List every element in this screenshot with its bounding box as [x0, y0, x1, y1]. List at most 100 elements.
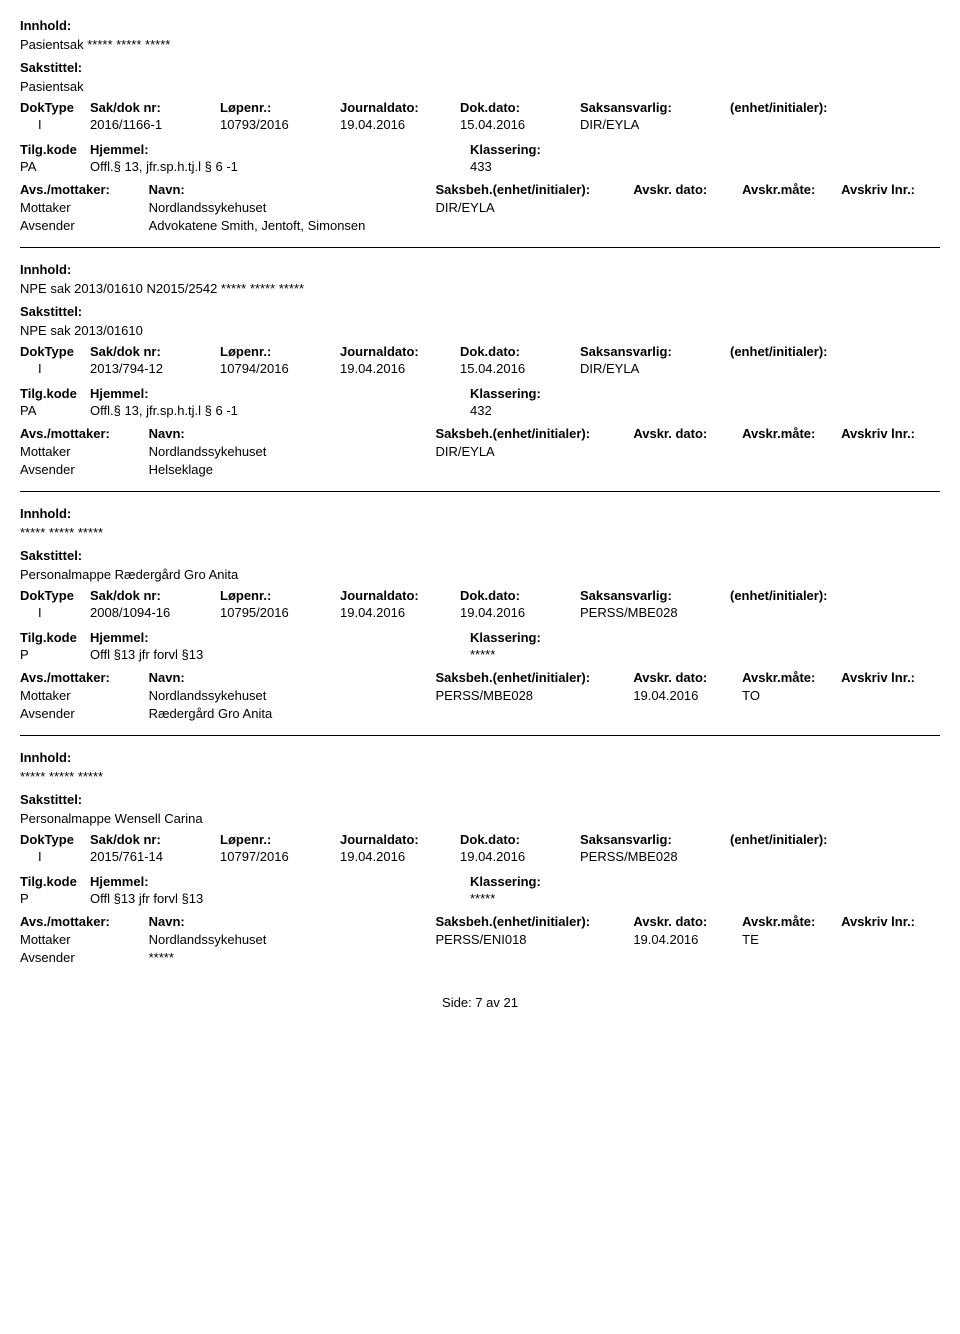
party-avskriv-lnr: [841, 950, 940, 965]
hdr-saksansvarlig: Saksansvarlig:: [580, 588, 730, 603]
hdr-saksbeh: Saksbeh.(enhet/initialer):: [435, 670, 633, 685]
tilg-values: PA Offl.§ 13, jfr.sp.h.tj.l § 6 -1 432: [20, 403, 940, 418]
val-hjemmel: Offl.§ 13, jfr.sp.h.tj.l § 6 -1: [90, 159, 470, 174]
val-doktype: I: [20, 849, 90, 864]
hdr-avskrdato: Avskr. dato:: [633, 426, 742, 441]
party-navn: Rædergård Gro Anita: [149, 706, 436, 721]
records-container: Innhold: Pasientsak ***** ***** ***** Sa…: [20, 18, 940, 965]
hdr-avskrmate: Avskr.måte:: [742, 426, 841, 441]
main-values: I 2013/794-12 10794/2016 19.04.2016 15.0…: [20, 361, 940, 376]
sakstittel-label: Sakstittel:: [20, 304, 940, 319]
hdr-tilgkode: Tilg.kode: [20, 874, 90, 889]
val-saksansvarlig: PERSS/MBE028: [580, 849, 730, 864]
tilg-headers: Tilg.kode Hjemmel: Klassering:: [20, 630, 940, 645]
hdr-avskrmate: Avskr.måte:: [742, 182, 841, 197]
val-sakdok: 2016/1166-1: [90, 117, 220, 132]
hdr-journaldato: Journaldato:: [340, 344, 460, 359]
party-saksbeh: [435, 950, 633, 965]
party-avskr-dato: [633, 950, 742, 965]
separator: [20, 735, 940, 736]
hdr-avskrivlnr: Avskriv lnr.:: [841, 426, 940, 441]
party-avskr-mate: [742, 950, 841, 965]
tilg-values: P Offl §13 jfr forvl §13 *****: [20, 647, 940, 662]
val-lopenr: 10793/2016: [220, 117, 340, 132]
sakstittel-value: Pasientsak: [20, 79, 940, 94]
val-doktype: I: [20, 605, 90, 620]
val-doktype: I: [20, 361, 90, 376]
hdr-avskrdato: Avskr. dato:: [633, 670, 742, 685]
hdr-enhet: (enhet/initialer):: [730, 344, 910, 359]
separator: [20, 491, 940, 492]
hdr-dokdato: Dok.dato:: [460, 344, 580, 359]
avs-headers: Avs./mottaker: Navn: Saksbeh.(enhet/init…: [20, 670, 940, 685]
party-avskr-mate: TO: [742, 688, 841, 703]
hdr-klassering: Klassering:: [470, 386, 770, 401]
innhold-label: Innhold:: [20, 18, 940, 33]
hdr-lopenr: Løpenr.:: [220, 588, 340, 603]
main-headers: DokType Sak/dok nr: Løpenr.: Journaldato…: [20, 344, 940, 359]
main-headers: DokType Sak/dok nr: Løpenr.: Journaldato…: [20, 100, 940, 115]
party-avskriv-lnr: [841, 932, 940, 947]
val-hjemmel: Offl.§ 13, jfr.sp.h.tj.l § 6 -1: [90, 403, 470, 418]
hdr-avskrivlnr: Avskriv lnr.:: [841, 914, 940, 929]
hdr-sakdok: Sak/dok nr:: [90, 100, 220, 115]
val-sakdok: 2015/761-14: [90, 849, 220, 864]
hdr-lopenr: Løpenr.:: [220, 832, 340, 847]
val-klassering: *****: [470, 891, 495, 906]
val-lopenr: 10797/2016: [220, 849, 340, 864]
hdr-avskrmate: Avskr.måte:: [742, 670, 841, 685]
innhold-value: ***** ***** *****: [20, 525, 940, 540]
val-enhet: [730, 605, 910, 620]
party-saksbeh: PERSS/MBE028: [435, 688, 633, 703]
record: Innhold: ***** ***** ***** Sakstittel: P…: [20, 750, 940, 965]
tilg-values: P Offl §13 jfr forvl §13 *****: [20, 891, 940, 906]
hdr-saksansvarlig: Saksansvarlig:: [580, 344, 730, 359]
party-row: Mottaker Nordlandssykehuset PERSS/ENI018…: [20, 932, 940, 947]
innhold-value: NPE sak 2013/01610 N2015/2542 ***** ****…: [20, 281, 940, 296]
val-sakdok: 2008/1094-16: [90, 605, 220, 620]
val-enhet: [730, 361, 910, 376]
val-tilgkode: PA: [20, 159, 90, 174]
hdr-hjemmel: Hjemmel:: [90, 142, 470, 157]
pager: Side: 7 av 21: [20, 995, 940, 1010]
party-avskr-mate: TE: [742, 932, 841, 947]
tilg-headers: Tilg.kode Hjemmel: Klassering:: [20, 386, 940, 401]
separator: [20, 247, 940, 248]
party-avskr-dato: [633, 444, 742, 459]
val-hjemmel: Offl §13 jfr forvl §13: [90, 891, 470, 906]
val-klassering: 433: [470, 159, 492, 174]
party-avskr-mate: [742, 444, 841, 459]
hdr-journaldato: Journaldato:: [340, 100, 460, 115]
party-navn: *****: [149, 950, 436, 965]
hdr-hjemmel: Hjemmel:: [90, 630, 470, 645]
party-avskr-dato: 19.04.2016: [633, 932, 742, 947]
sakstittel-label: Sakstittel:: [20, 792, 940, 807]
party-navn: Nordlandssykehuset: [149, 444, 436, 459]
hdr-enhet: (enhet/initialer):: [730, 100, 910, 115]
hdr-journaldato: Journaldato:: [340, 832, 460, 847]
sakstittel-label: Sakstittel:: [20, 60, 940, 75]
val-doktype: I: [20, 117, 90, 132]
val-lopenr: 10794/2016: [220, 361, 340, 376]
val-saksansvarlig: DIR/EYLA: [580, 361, 730, 376]
sakstittel-value: NPE sak 2013/01610: [20, 323, 940, 338]
tilg-headers: Tilg.kode Hjemmel: Klassering:: [20, 874, 940, 889]
val-journaldato: 19.04.2016: [340, 117, 460, 132]
pager-text: Side: 7 av 21: [442, 995, 518, 1010]
party-role: Avsender: [20, 706, 149, 721]
party-avskr-dato: 19.04.2016: [633, 688, 742, 703]
val-enhet: [730, 849, 910, 864]
hdr-avskrdato: Avskr. dato:: [633, 914, 742, 929]
party-role: Mottaker: [20, 932, 149, 947]
hdr-dokdato: Dok.dato:: [460, 100, 580, 115]
val-saksansvarlig: PERSS/MBE028: [580, 605, 730, 620]
main-headers: DokType Sak/dok nr: Løpenr.: Journaldato…: [20, 588, 940, 603]
party-role: Avsender: [20, 218, 149, 233]
sakstittel-value: Personalmappe Rædergård Gro Anita: [20, 567, 940, 582]
main-values: I 2008/1094-16 10795/2016 19.04.2016 19.…: [20, 605, 940, 620]
party-navn: Advokatene Smith, Jentoft, Simonsen: [149, 218, 436, 233]
hdr-avsmottaker: Avs./mottaker:: [20, 426, 149, 441]
hdr-navn: Navn:: [149, 182, 436, 197]
hdr-lopenr: Løpenr.:: [220, 344, 340, 359]
party-avskr-mate: [742, 218, 841, 233]
